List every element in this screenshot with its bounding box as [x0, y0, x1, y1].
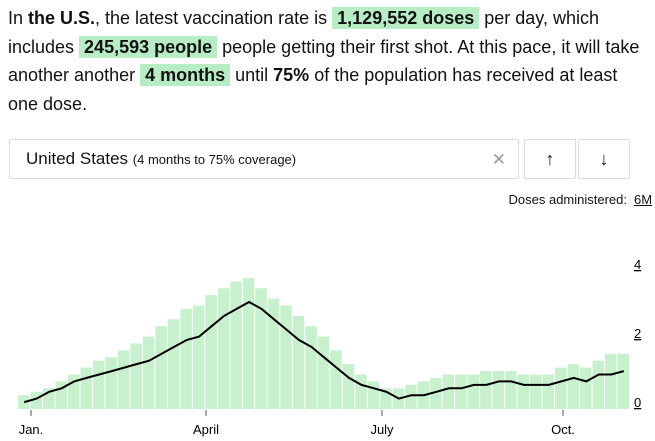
daily-doses-bar [455, 374, 467, 409]
daily-doses-bar [605, 353, 617, 409]
seven-day-average-line [23, 300, 625, 404]
duration-highlight: 4 months [140, 64, 231, 87]
daily-doses-bar [30, 391, 42, 409]
daily-doses-bar [367, 381, 380, 409]
doses-highlight: 1,129,552 doses [332, 7, 480, 29]
daily-doses-bar [505, 371, 517, 409]
daily-doses-bar [167, 319, 180, 409]
daily-doses-bar [230, 281, 242, 409]
vaccination-summary: In the U.S., the latest vaccination rate… [8, 7, 640, 114]
x-tick-label: July [370, 422, 394, 437]
daily-doses-bar [442, 374, 455, 409]
location-name: the U.S. [28, 8, 96, 28]
daily-doses-bar [355, 374, 367, 409]
coverage-detail: (4 months to 75% coverage) [132, 152, 297, 167]
daily-doses-bar [55, 381, 67, 409]
daily-doses-bar [18, 395, 30, 409]
daily-doses-bar [130, 343, 142, 409]
x-tick-label: Oct. [551, 422, 575, 437]
x-tick-label: April [193, 422, 219, 437]
daily-doses-bar [567, 364, 580, 409]
daily-doses-bar [105, 357, 117, 409]
daily-doses-bar [217, 288, 230, 409]
daily-doses-bar [380, 388, 392, 409]
daily-doses-bar [305, 326, 317, 409]
location-selector[interactable]: United States (4 months to 75% coverage)… [9, 139, 519, 179]
arrow-up-icon: ↑ [545, 148, 555, 169]
daily-doses-bar [430, 377, 442, 409]
selected-location: United States (4 months to 75% coverage) [26, 149, 297, 168]
daily-doses-bar [405, 384, 417, 409]
y-tick-label: 0 [634, 395, 641, 410]
daily-doses-bar [330, 350, 342, 409]
previous-location-button[interactable]: ↑ [524, 139, 576, 179]
daily-doses-bar [580, 367, 592, 409]
daily-doses-bar [42, 388, 55, 409]
daily-doses-bar [555, 367, 567, 409]
daily-doses-bar [292, 315, 305, 409]
daily-doses-bar [530, 374, 542, 409]
daily-doses-bar [242, 277, 255, 409]
daily-doses-bar [267, 298, 280, 409]
daily-doses-bar [92, 360, 105, 409]
close-icon[interactable]: ✕ [491, 150, 506, 169]
daily-doses-bar [517, 374, 530, 409]
x-tick-label: Jan. [19, 422, 44, 437]
daily-doses-bar [205, 295, 217, 409]
daily-doses-bar [67, 374, 80, 409]
daily-doses-bar [617, 353, 629, 409]
daily-doses-bar [280, 305, 292, 409]
daily-doses-bar [317, 336, 330, 409]
daily-doses-bar [142, 336, 155, 409]
daily-doses-bar [467, 374, 480, 409]
daily-doses-bar [180, 308, 192, 409]
daily-doses-bar [192, 305, 205, 409]
target-percent: 75% [273, 65, 310, 86]
daily-doses-bar [155, 326, 167, 409]
next-location-button[interactable]: ↓ [578, 139, 630, 179]
y-axis-unit-label: Doses administered: [508, 192, 628, 207]
y-tick-label: 4 [634, 257, 641, 272]
daily-doses-bar [117, 350, 130, 409]
daily-doses-bar [492, 371, 505, 409]
daily-doses-bar [480, 371, 492, 409]
daily-doses-bar [80, 367, 92, 409]
people-highlight: 245,593 people [79, 35, 218, 58]
daily-doses-bar [592, 360, 605, 409]
arrow-down-icon: ↓ [599, 148, 609, 169]
daily-doses-bar [542, 374, 555, 409]
y-axis-max-label: 6M [634, 192, 653, 207]
daily-doses-bar [255, 288, 267, 409]
y-tick-label: 2 [634, 326, 641, 341]
daily-doses-bar [342, 364, 355, 409]
